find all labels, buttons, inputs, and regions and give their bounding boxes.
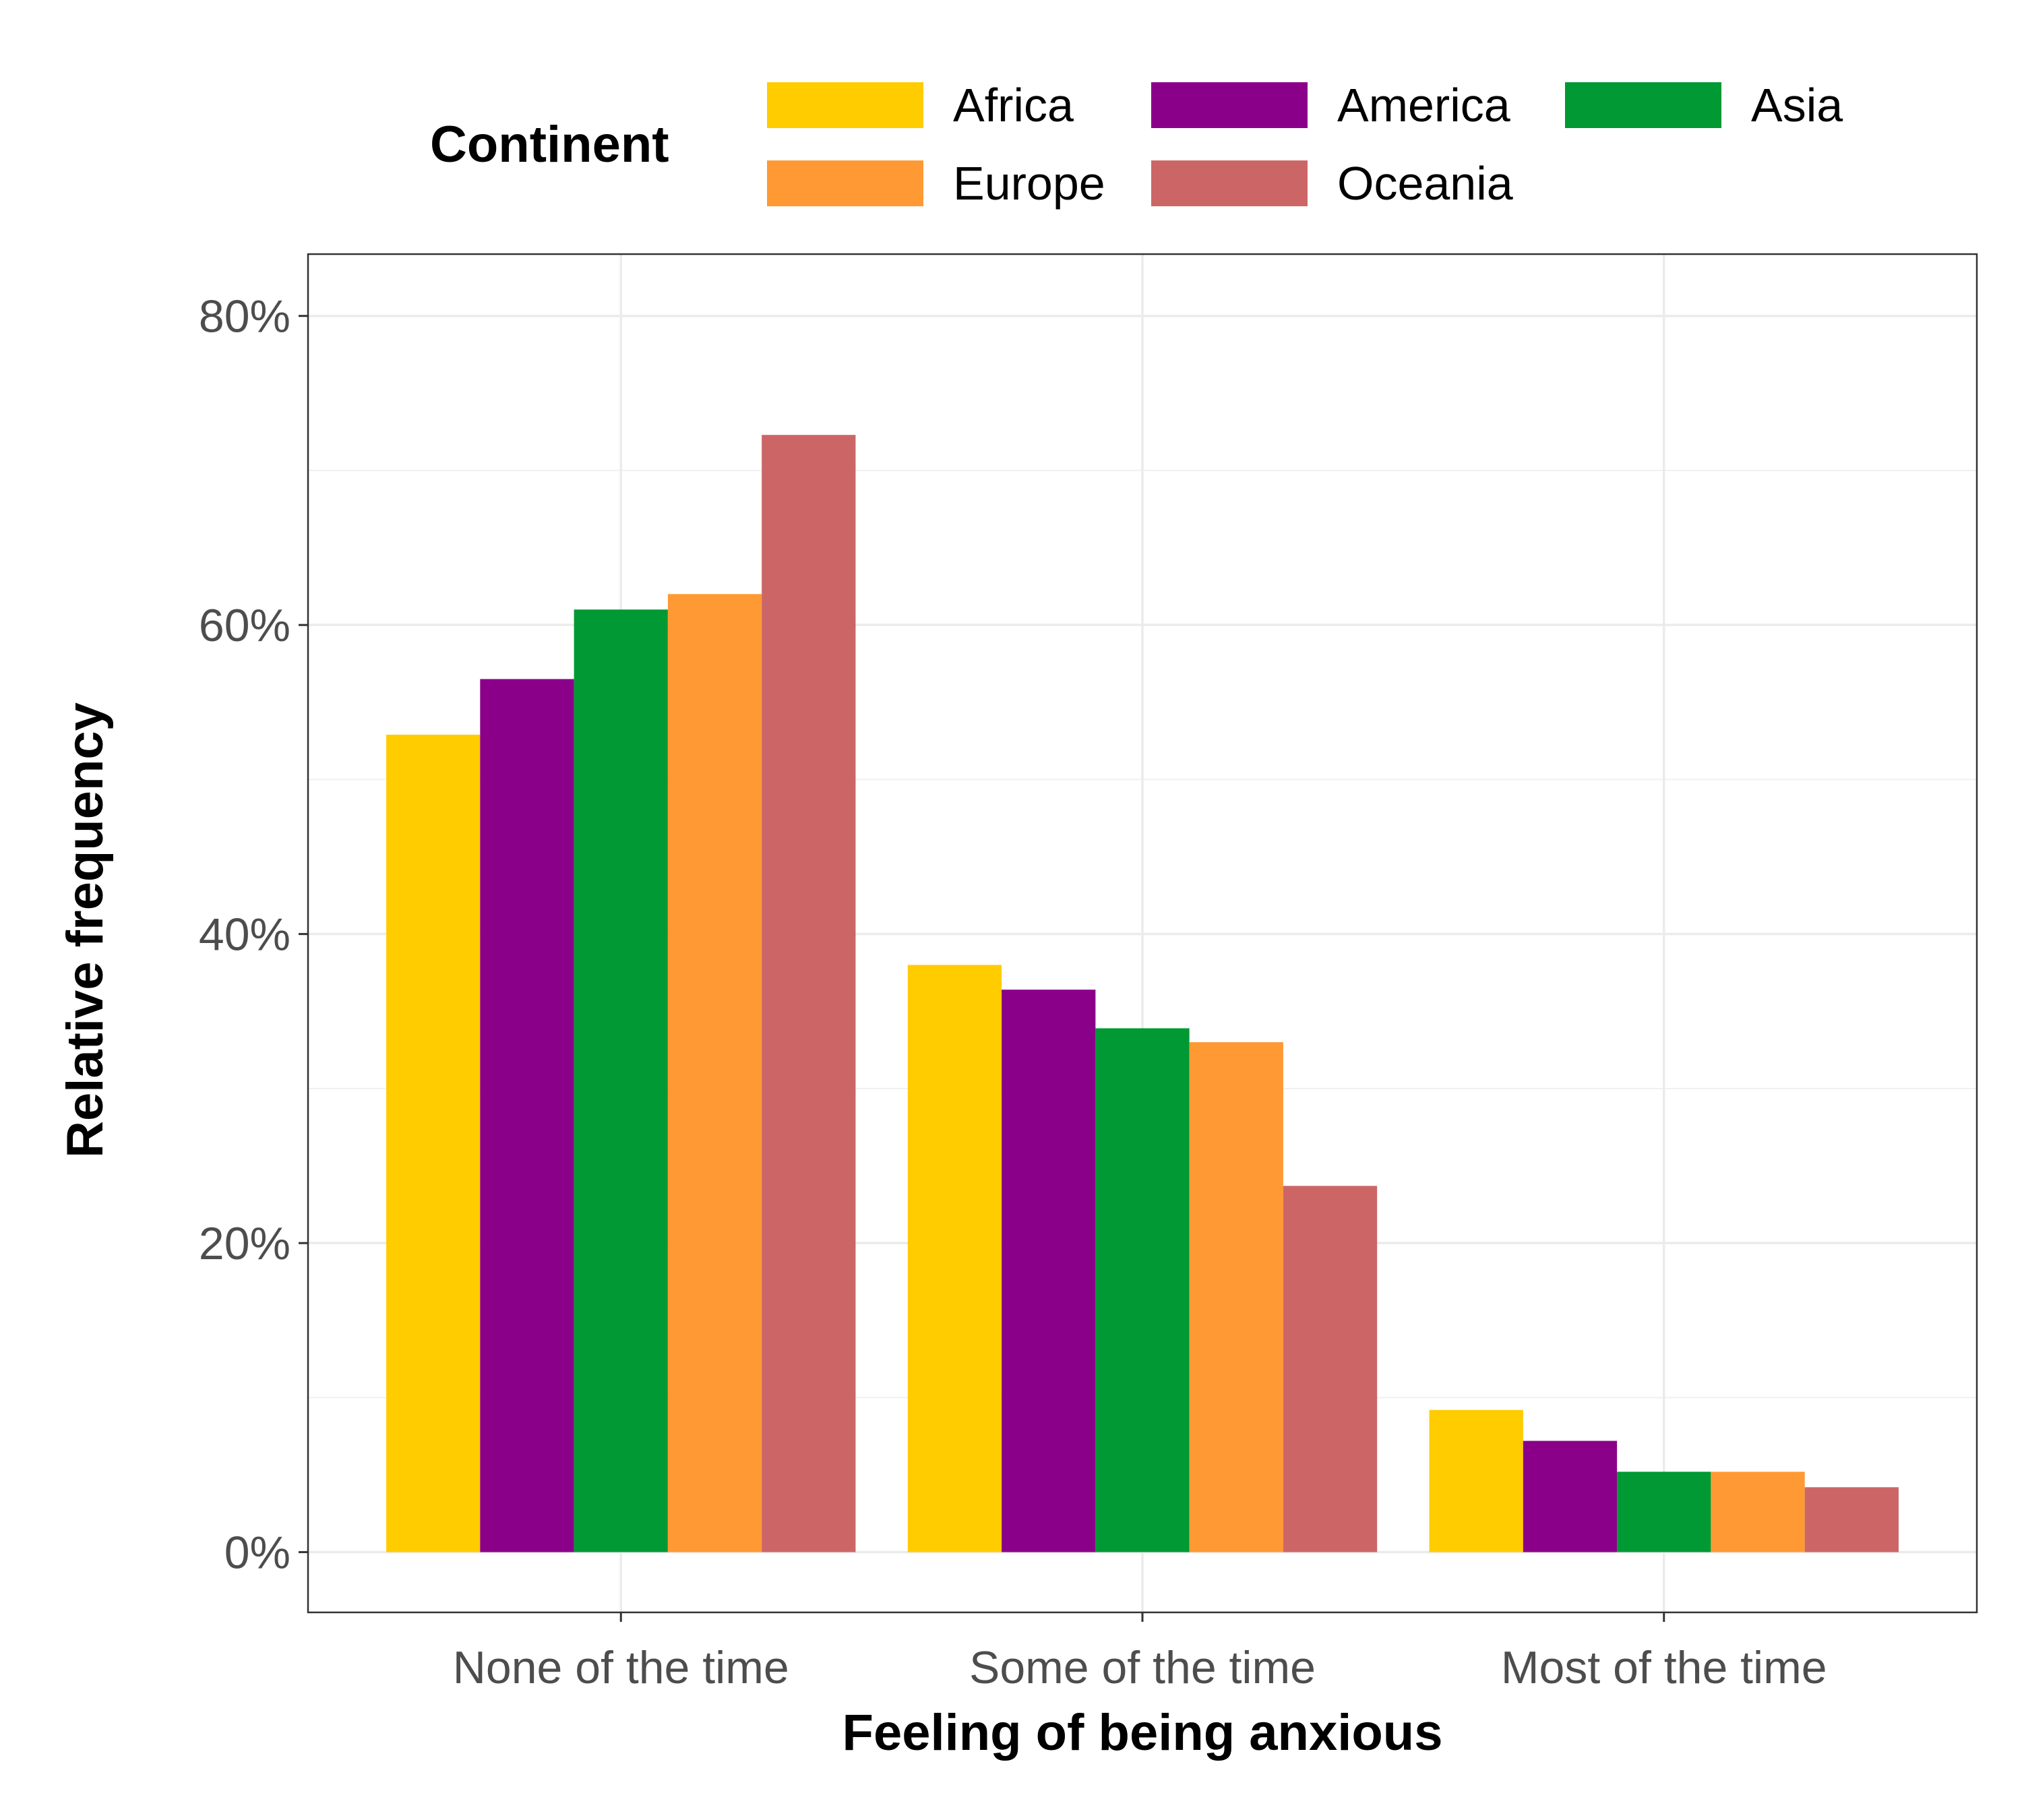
legend-label-america: America [1337, 79, 1510, 131]
bar-oceania-1 [762, 435, 856, 1552]
legend-label-europe: Europe [953, 157, 1105, 210]
bar-europe-3 [1711, 1472, 1805, 1552]
plot-panel [307, 253, 1978, 1614]
y-axis: 0% 20% 40% 60% 80% [199, 291, 308, 1579]
legend-key-europe [767, 160, 923, 206]
bar-europe-2 [1189, 1042, 1283, 1552]
bar-asia-3 [1617, 1472, 1711, 1552]
bar-asia-1 [574, 609, 668, 1552]
bar-africa-2 [907, 965, 1002, 1552]
legend-key-africa [767, 82, 923, 128]
bar-america-2 [1002, 990, 1096, 1552]
legend-label-oceania: Oceania [1337, 157, 1513, 210]
y-tick-label: 40% [199, 909, 290, 961]
bar-europe-1 [667, 594, 762, 1552]
bar-america-1 [480, 679, 574, 1552]
x-tick-label: None of the time [453, 1642, 789, 1693]
legend-key-oceania [1151, 160, 1308, 206]
y-tick-label: 20% [199, 1218, 290, 1269]
x-tick-label: Most of the time [1501, 1642, 1827, 1693]
y-axis-title: Relative frequency [57, 702, 114, 1158]
bar-oceania-3 [1804, 1487, 1899, 1552]
bar-africa-3 [1429, 1409, 1523, 1552]
bar-asia-2 [1095, 1028, 1190, 1552]
legend: Continent Africa America Asia Europe Oceania [430, 79, 1843, 210]
legend-label-africa: Africa [953, 79, 1074, 131]
x-tick-label: Some of the time [969, 1642, 1316, 1693]
bar-america-3 [1523, 1440, 1618, 1552]
x-axis-title: Feeling of being anxious [842, 1704, 1443, 1761]
legend-key-asia [1565, 82, 1721, 128]
bar-oceania-2 [1283, 1186, 1378, 1552]
legend-key-america [1151, 82, 1308, 128]
y-tick-label: 60% [199, 600, 290, 651]
y-tick-label: 0% [224, 1527, 290, 1579]
legend-label-asia: Asia [1751, 79, 1843, 131]
x-axis: None of the time Some of the time Most of … [453, 1612, 1827, 1693]
y-tick-label: 80% [199, 291, 290, 342]
bars [386, 435, 1899, 1552]
bar-africa-1 [386, 734, 481, 1552]
legend-title: Continent [430, 116, 669, 173]
